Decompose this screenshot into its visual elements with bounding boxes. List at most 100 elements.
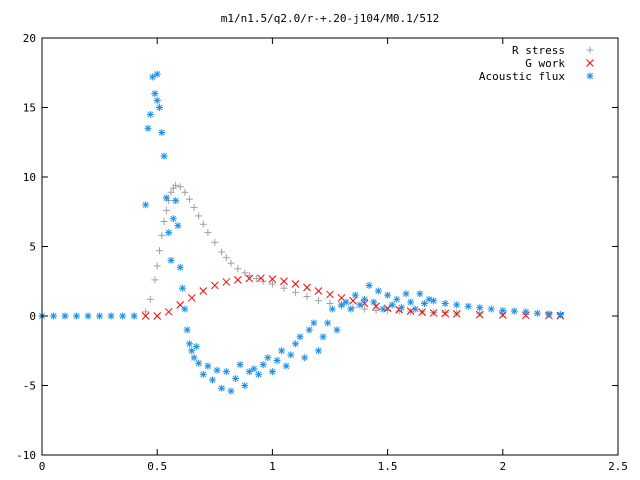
- data-point: [195, 212, 203, 220]
- data-point: [268, 280, 276, 288]
- data-point: [227, 259, 235, 267]
- data-point: [156, 104, 164, 111]
- y-tick-label: 0: [29, 310, 36, 323]
- data-point: [165, 229, 173, 237]
- data-point: [181, 188, 189, 196]
- data-point: [142, 308, 150, 316]
- data-point: [169, 215, 177, 223]
- x-tick-label: 0: [39, 460, 46, 473]
- data-point: [199, 370, 207, 378]
- data-point: [141, 312, 150, 320]
- data-point: [418, 308, 427, 316]
- data-point: [211, 238, 219, 246]
- data-point: [545, 310, 553, 318]
- data-point: [151, 90, 159, 98]
- data-point: [183, 326, 191, 334]
- data-point: [397, 304, 405, 312]
- data-point: [153, 70, 161, 78]
- legend-label: G work: [525, 57, 565, 70]
- legend-marker: [586, 46, 594, 54]
- data-point: [314, 297, 322, 305]
- data-point: [107, 312, 115, 320]
- data-point: [257, 274, 265, 283]
- data-point: [255, 370, 263, 378]
- data-point: [236, 361, 244, 369]
- data-point: [429, 309, 438, 317]
- series-acoustic-flux: [38, 70, 564, 395]
- data-point: [174, 222, 182, 230]
- data-point: [187, 294, 196, 302]
- data-point: [273, 356, 281, 364]
- data-point: [441, 309, 449, 317]
- legend-label: R stress: [512, 44, 565, 57]
- data-point: [153, 262, 161, 270]
- data-point: [441, 309, 450, 318]
- data-point: [185, 195, 193, 203]
- data-point: [158, 231, 166, 239]
- data-point: [305, 326, 313, 334]
- data-point: [411, 305, 419, 313]
- data-point: [218, 248, 226, 256]
- data-point: [282, 362, 290, 370]
- data-point: [347, 305, 355, 313]
- data-point: [167, 188, 175, 196]
- data-point: [522, 308, 530, 316]
- data-point: [181, 305, 189, 313]
- data-point: [365, 281, 373, 289]
- x-tick-label: 1.5: [378, 460, 398, 473]
- data-point: [475, 310, 484, 319]
- legend-label: Acoustic flux: [479, 70, 565, 83]
- data-point: [146, 110, 154, 118]
- data-point: [176, 183, 184, 191]
- data-point: [533, 309, 541, 317]
- data-point: [167, 256, 175, 264]
- plot-area: [38, 70, 565, 395]
- data-point: [153, 312, 162, 320]
- data-point: [250, 365, 258, 373]
- data-point: [301, 354, 309, 362]
- data-point: [556, 311, 564, 319]
- data-point: [160, 152, 168, 160]
- data-point: [185, 340, 193, 348]
- data-point: [233, 276, 242, 284]
- data-point: [361, 305, 369, 313]
- data-point: [499, 306, 507, 314]
- data-point: [296, 333, 304, 341]
- data-point: [310, 319, 318, 327]
- data-point: [245, 274, 254, 283]
- data-point: [156, 247, 164, 255]
- data-point: [361, 295, 369, 303]
- data-point: [487, 305, 495, 313]
- data-point: [370, 298, 378, 306]
- data-point: [210, 281, 219, 290]
- data-point: [204, 229, 212, 237]
- data-point: [374, 287, 382, 295]
- data-point: [393, 295, 401, 303]
- data-point: [176, 263, 184, 271]
- data-point: [319, 333, 327, 341]
- y-tick-label: -5: [23, 380, 36, 393]
- data-point: [342, 298, 350, 306]
- data-point: [213, 366, 221, 374]
- data-point: [280, 277, 288, 286]
- chart-title: m1/n1.5/q2.0/r-+.20-j104/M0.1/512: [221, 12, 440, 25]
- data-point: [227, 387, 235, 395]
- data-point: [222, 254, 230, 262]
- data-point: [241, 269, 249, 277]
- data-point: [372, 306, 380, 314]
- data-point: [199, 287, 208, 295]
- data-point: [388, 301, 396, 309]
- data-point: [252, 274, 260, 282]
- data-point: [402, 290, 410, 298]
- x-tick-label: 1: [269, 460, 276, 473]
- data-point: [241, 382, 249, 389]
- x-tick-label: 0.5: [147, 460, 167, 473]
- data-point: [259, 361, 267, 369]
- data-point: [314, 287, 323, 295]
- data-point: [96, 312, 104, 320]
- y-tick-label: 20: [23, 32, 36, 45]
- data-point: [50, 312, 58, 320]
